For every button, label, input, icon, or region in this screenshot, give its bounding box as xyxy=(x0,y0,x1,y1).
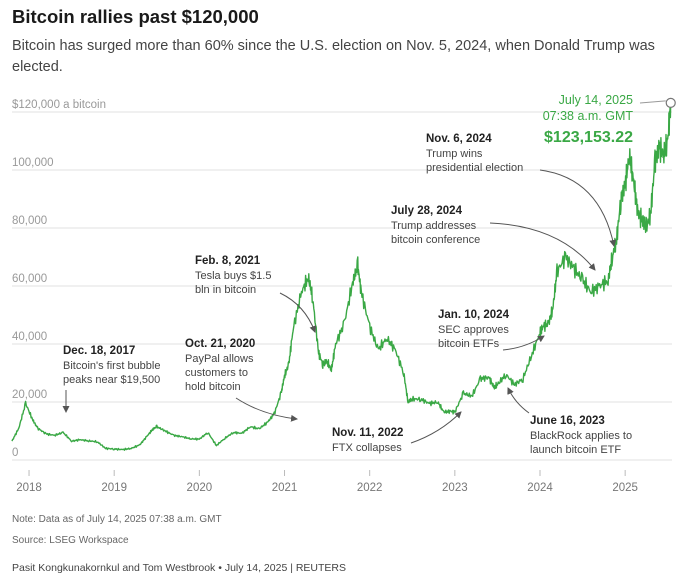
annotation: June 16, 2023 BlackRock applies to launch … xyxy=(507,387,632,456)
chart-note: Note: Data as of July 14, 2025 07:38 a.m… xyxy=(12,514,222,525)
annotation: Feb. 8, 2021 Tesla buys $1.5 bln in bitcoi… xyxy=(195,255,317,333)
x-tick-label: 2021 xyxy=(272,482,298,494)
annotation: Jan. 10, 2024 SEC approves bitcoin ETFs xyxy=(438,309,545,351)
annotation-date: Nov. 11, 2022 xyxy=(332,427,403,439)
latest-point-date: July 14, 2025 xyxy=(559,93,633,107)
y-tick-label: 100,000 xyxy=(12,157,54,169)
annotation: July 28, 2024 Trump addresses bitcoin conf… xyxy=(391,205,596,271)
annotation-text: presidential election xyxy=(426,162,523,174)
chart-plot-area: $120,000 a bitcoin 100,000 80,000 60,000 40,… xyxy=(11,93,676,494)
annotation-date: Feb. 8, 2021 xyxy=(195,255,261,267)
y-tick-label: 80,000 xyxy=(12,215,47,227)
annotation-arrow xyxy=(539,169,617,247)
annotation-text: customers to xyxy=(185,367,248,379)
annotation-date: Jan. 10, 2024 xyxy=(438,309,510,321)
annotation-arrow xyxy=(410,411,462,444)
annotation-text: peaks near $19,500 xyxy=(63,374,160,386)
latest-point-leader xyxy=(639,100,666,104)
x-tick-label: 2018 xyxy=(16,482,42,494)
annotation-date: June 16, 2023 xyxy=(530,415,605,427)
annotation-text: bitcoin conference xyxy=(391,234,480,246)
annotation-text: SEC approves xyxy=(438,324,509,336)
x-tick-label: 2024 xyxy=(527,482,553,494)
annotation-date: Nov. 6, 2024 xyxy=(426,133,492,145)
chart-subtitle: Bitcoin has surged more than 60% since t… xyxy=(12,38,655,75)
annotation-date: July 28, 2024 xyxy=(391,205,463,217)
annotation-text: bitcoin ETFs xyxy=(438,338,500,350)
x-tick-label: 2019 xyxy=(101,482,127,494)
x-tick-label: 2025 xyxy=(612,482,638,494)
y-tick-label: 20,000 xyxy=(12,389,47,401)
annotation-text: Bitcoin's first bubble xyxy=(63,360,160,372)
annotation-text: Trump wins xyxy=(426,148,483,160)
x-tick-label: 2020 xyxy=(187,482,213,494)
annotation: Oct. 21, 2020 PayPal allows customers to ho… xyxy=(185,338,298,422)
annotation-date: Oct. 21, 2020 xyxy=(185,338,255,350)
y-tick-label: 0 xyxy=(12,447,18,459)
price-series-line xyxy=(11,102,672,451)
x-tick-label: 2022 xyxy=(357,482,383,494)
latest-point-value: $123,153.22 xyxy=(544,129,633,146)
annotation-text: Trump addresses xyxy=(391,220,477,232)
annotation: Nov. 6, 2024 Trump wins presidential elect… xyxy=(426,133,617,247)
annotation: Dec. 18, 2017 Bitcoin's first bubble peaks… xyxy=(62,345,160,413)
annotation-date: Dec. 18, 2017 xyxy=(63,345,135,357)
annotation-text: FTX collapses xyxy=(332,442,402,454)
annotation: Nov. 11, 2022 FTX collapses xyxy=(332,411,462,454)
annotation-text: BlackRock applies to xyxy=(530,430,632,442)
y-tick-label: $120,000 a bitcoin xyxy=(12,99,106,111)
annotation-text: Tesla buys $1.5 xyxy=(195,270,271,282)
annotation-arrow xyxy=(279,292,317,333)
x-tick-label: 2023 xyxy=(442,482,468,494)
y-tick-label: 40,000 xyxy=(12,331,47,343)
annotation-arrow xyxy=(507,387,530,414)
annotation-arrow xyxy=(489,222,596,271)
chart-source: Source: LSEG Workspace xyxy=(12,535,129,546)
latest-point-time: 07:38 a.m. GMT xyxy=(543,109,634,123)
chart-byline: Pasit Kongkunakornkul and Tom Westbrook … xyxy=(12,562,347,574)
chart-title: Bitcoin rallies past $120,000 xyxy=(12,6,259,27)
annotation-text: bln in bitcoin xyxy=(195,284,256,296)
y-tick-label: 60,000 xyxy=(12,273,47,285)
latest-point-marker xyxy=(665,97,676,108)
annotation-arrow xyxy=(235,397,298,422)
annotation-text: hold bitcoin xyxy=(185,381,241,393)
annotation-text: launch bitcoin ETF xyxy=(530,444,621,456)
annotation-text: PayPal allows xyxy=(185,353,254,365)
annotation-arrow xyxy=(502,335,545,351)
